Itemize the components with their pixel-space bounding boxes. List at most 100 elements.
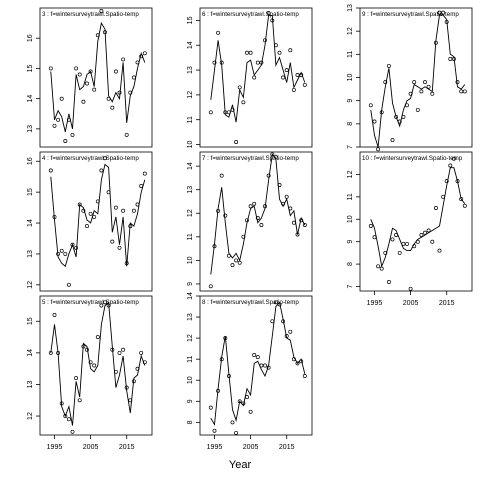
panel-frame — [199, 151, 313, 292]
observed-point — [81, 208, 86, 213]
y-tick-label: 12 — [187, 91, 194, 99]
x-tick-label: 2015 — [439, 300, 455, 307]
x-tick-label: 1995 — [207, 444, 223, 451]
observed-point — [212, 428, 217, 433]
observed-point — [270, 319, 275, 324]
observed-point — [59, 96, 64, 101]
observed-point — [88, 360, 93, 365]
observed-point — [110, 347, 115, 352]
observed-point — [208, 284, 213, 289]
observed-point — [85, 224, 89, 229]
facet-panel: 9 : f=wintersurveytrawl.Spatio-temp 7 8 9 10… — [347, 4, 473, 152]
observed-point — [66, 282, 71, 287]
observed-point — [408, 286, 413, 291]
observed-point — [448, 163, 453, 168]
facet-panel: 10 : f=wintersurveytrawl.Spatio-temp 7 8 9 1… — [347, 151, 473, 307]
observed-point — [139, 54, 144, 59]
observed-point — [288, 329, 293, 334]
y-tick-label: 14 — [187, 41, 194, 49]
fitted-series-line — [370, 14, 466, 148]
observed-point — [245, 50, 249, 55]
observed-point — [226, 253, 231, 258]
observed-point — [299, 359, 304, 364]
panel-frame — [359, 151, 473, 292]
observed-point — [77, 398, 82, 403]
observed-point — [135, 366, 140, 371]
fitted-series-line — [50, 163, 146, 268]
observed-point — [124, 132, 129, 137]
panel-frame — [199, 7, 313, 148]
observed-point — [426, 228, 431, 233]
observed-point — [394, 114, 399, 119]
fitted-series-line — [210, 153, 306, 275]
observed-point — [459, 197, 464, 202]
fitted-series-line — [210, 301, 306, 426]
observed-point — [117, 245, 122, 250]
observed-point — [415, 107, 420, 112]
observed-point — [219, 60, 224, 65]
observed-point — [113, 69, 118, 74]
facet-panel: 4 : f=wintersurveytrawl.Spatio-temp 12 13 1… — [27, 151, 153, 292]
observed-point — [208, 110, 213, 115]
observed-point — [77, 202, 82, 207]
observed-point — [139, 184, 144, 188]
panel-strip-label: 8 : f=wintersurveytrawl.Spatio-temp — [202, 299, 299, 306]
observed-point — [437, 248, 442, 253]
observed-point — [379, 266, 384, 271]
observed-point — [216, 208, 221, 213]
observed-point — [302, 374, 307, 378]
observed-point — [234, 140, 239, 144]
observed-point — [394, 233, 399, 237]
observed-point — [95, 199, 100, 204]
observed-point — [284, 194, 289, 199]
observed-point — [219, 357, 224, 362]
observed-point — [368, 103, 373, 108]
y-tick-label: 13 — [187, 313, 194, 321]
y-tick-label: 15 — [27, 64, 34, 72]
observed-point — [48, 168, 53, 173]
observed-point — [288, 206, 293, 211]
observed-point — [212, 244, 217, 249]
observed-point — [121, 347, 126, 352]
observed-point — [135, 202, 140, 207]
observed-point — [248, 50, 253, 55]
observed-point — [379, 110, 384, 115]
observed-point — [372, 235, 377, 240]
y-tick-label: 12 — [187, 334, 194, 342]
panel-strip-label: 10 : f=wintersurveytrawl.Spatio-temp — [362, 155, 463, 162]
y-tick-label: 11 — [187, 233, 194, 240]
observed-point — [390, 138, 395, 143]
observed-point — [419, 233, 424, 237]
observed-point — [437, 10, 442, 15]
x-tick-label: 2005 — [83, 444, 99, 451]
observed-point — [95, 335, 100, 340]
x-tick-label: 2015 — [279, 444, 295, 451]
observed-point — [430, 91, 435, 96]
observed-point — [462, 89, 467, 94]
y-tick-label: 8 — [347, 122, 354, 126]
observed-point — [223, 213, 228, 218]
observed-point — [85, 81, 89, 86]
observed-point — [128, 398, 133, 403]
y-tick-label: 13 — [27, 125, 34, 133]
observed-point — [113, 369, 118, 374]
observed-point — [208, 405, 213, 410]
observed-point — [263, 204, 267, 209]
y-tick-label: 11 — [347, 193, 354, 200]
observed-point — [448, 57, 453, 61]
observed-point — [433, 206, 438, 210]
observed-point — [106, 190, 111, 195]
x-tick-label: 2005 — [243, 444, 259, 451]
observed-point — [59, 401, 64, 406]
observed-point — [248, 409, 253, 414]
observed-point — [52, 313, 57, 317]
observed-point — [270, 152, 275, 157]
y-tick-label: 13 — [27, 380, 34, 388]
observed-point — [63, 139, 68, 143]
observed-point — [252, 353, 257, 357]
observed-point — [52, 214, 57, 219]
observed-point — [259, 223, 264, 227]
observed-point — [291, 357, 296, 362]
y-tick-label: 12 — [347, 27, 354, 35]
observed-point — [237, 260, 242, 265]
